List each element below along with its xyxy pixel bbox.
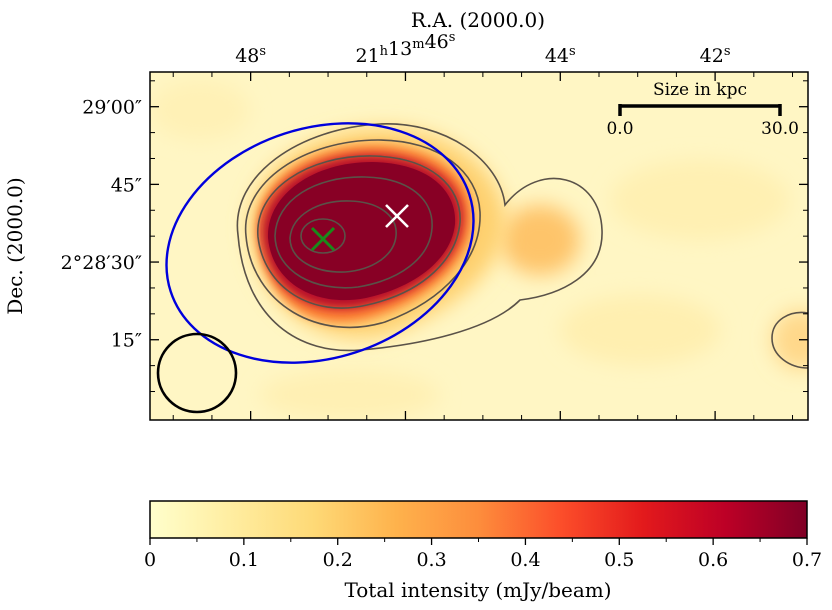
x-axis-ticks: 48s 21h13m46s 44s 42s xyxy=(172,30,794,420)
contour-6 xyxy=(300,218,346,254)
colorbar-ticks: 0 0.1 0.2 0.3 0.4 0.5 0.6 0.7 xyxy=(144,538,822,571)
contour-3 xyxy=(257,155,461,309)
y-tick-label: 45″ xyxy=(111,174,142,196)
scale-bar: Size in kpc 0.0 30.0 xyxy=(606,80,798,139)
y-tick-label: 2°28′30″ xyxy=(61,252,142,274)
contour-edge xyxy=(771,311,808,369)
beam-circle xyxy=(156,332,238,414)
x-tick-label: 48s xyxy=(235,44,266,67)
x-tick-label: 42s xyxy=(700,44,731,67)
colorbar xyxy=(149,500,808,539)
white-cross-marker xyxy=(385,204,409,228)
plot-frame xyxy=(149,71,809,421)
colorbar-tick-label: 0.3 xyxy=(416,549,446,571)
scale-bar-title: Size in kpc xyxy=(653,80,747,100)
green-cross-marker xyxy=(310,226,336,252)
contour-5 xyxy=(289,200,397,273)
colorbar-tick-label: 0.5 xyxy=(604,549,634,571)
colorbar-tick-label: 0.1 xyxy=(229,549,259,571)
colorbar-tick-label: 0.4 xyxy=(510,549,540,571)
heatmap: Size in kpc 0.0 30.0 xyxy=(150,72,808,420)
x-axis-label: R.A. (2000.0) xyxy=(411,8,545,32)
colorbar-tick-label: 0.6 xyxy=(698,549,728,571)
colorbar-label: Total intensity (mJy/beam) xyxy=(344,578,611,602)
y-tick-label: 29′00″ xyxy=(82,97,142,119)
colorbar-tick-label: 0.7 xyxy=(792,549,822,571)
scale-bar-end-label: 30.0 xyxy=(761,119,799,139)
blue-ellipse xyxy=(165,122,475,364)
y-axis-ticks: 29′00″ 45″ 2°28′30″ 15″ xyxy=(61,80,808,393)
colorbar-tick-label: 0.2 xyxy=(323,549,353,571)
y-tick-label: 15″ xyxy=(111,330,142,352)
contour-2 xyxy=(244,139,481,329)
contour-4 xyxy=(274,176,433,289)
scale-bar-start-label: 0.0 xyxy=(606,119,633,139)
y-axis-label: Dec. (2000.0) xyxy=(3,177,27,314)
x-tick-label: 44s xyxy=(545,44,576,67)
colorbar-tick-label: 0 xyxy=(144,549,156,571)
source-peak-region xyxy=(267,162,456,301)
background-emission xyxy=(150,80,808,420)
x-tick-label: 21h13m46s xyxy=(355,30,455,67)
